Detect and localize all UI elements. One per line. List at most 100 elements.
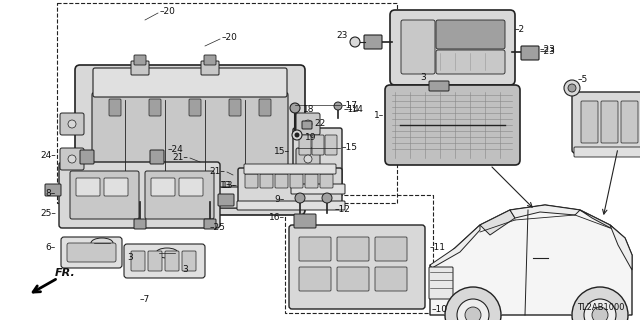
FancyBboxPatch shape xyxy=(259,99,271,116)
FancyBboxPatch shape xyxy=(299,135,311,155)
Text: 23: 23 xyxy=(337,30,348,39)
Text: –15: –15 xyxy=(342,143,358,153)
FancyBboxPatch shape xyxy=(436,20,505,49)
Polygon shape xyxy=(580,210,618,232)
FancyBboxPatch shape xyxy=(72,187,308,208)
Ellipse shape xyxy=(442,298,504,320)
Circle shape xyxy=(350,37,360,47)
Circle shape xyxy=(322,193,332,203)
Text: 25–: 25– xyxy=(40,209,56,218)
FancyBboxPatch shape xyxy=(302,121,312,129)
FancyBboxPatch shape xyxy=(574,147,640,157)
FancyBboxPatch shape xyxy=(364,35,382,49)
Circle shape xyxy=(457,299,489,320)
Text: FR.: FR. xyxy=(55,268,76,278)
Text: –12: –12 xyxy=(335,205,351,214)
FancyBboxPatch shape xyxy=(60,148,84,170)
FancyBboxPatch shape xyxy=(296,113,320,135)
FancyBboxPatch shape xyxy=(238,168,342,207)
Polygon shape xyxy=(430,205,632,315)
Text: 24–: 24– xyxy=(40,150,56,159)
FancyBboxPatch shape xyxy=(581,101,598,143)
Circle shape xyxy=(294,132,300,138)
FancyBboxPatch shape xyxy=(294,214,316,228)
Text: 3: 3 xyxy=(182,266,188,275)
FancyBboxPatch shape xyxy=(293,128,342,192)
Text: 15–: 15– xyxy=(274,148,290,156)
Circle shape xyxy=(564,80,580,96)
FancyBboxPatch shape xyxy=(621,101,638,143)
FancyBboxPatch shape xyxy=(337,267,369,291)
FancyBboxPatch shape xyxy=(429,81,449,91)
Text: 3: 3 xyxy=(127,252,133,261)
Text: 19: 19 xyxy=(305,133,317,142)
Text: –23: –23 xyxy=(540,47,556,57)
FancyBboxPatch shape xyxy=(45,184,61,196)
FancyBboxPatch shape xyxy=(145,171,214,219)
FancyBboxPatch shape xyxy=(601,101,618,143)
Circle shape xyxy=(334,102,342,110)
Ellipse shape xyxy=(156,248,178,258)
FancyBboxPatch shape xyxy=(80,150,94,164)
Circle shape xyxy=(584,299,616,320)
Circle shape xyxy=(568,84,576,92)
Text: –14: –14 xyxy=(344,106,360,115)
FancyBboxPatch shape xyxy=(61,237,122,268)
Text: 9–: 9– xyxy=(275,196,285,204)
FancyBboxPatch shape xyxy=(229,99,241,116)
Text: –10: –10 xyxy=(432,306,448,315)
FancyBboxPatch shape xyxy=(165,251,179,271)
FancyBboxPatch shape xyxy=(134,219,146,229)
FancyBboxPatch shape xyxy=(75,65,305,215)
Polygon shape xyxy=(510,205,580,218)
FancyBboxPatch shape xyxy=(237,201,345,210)
Circle shape xyxy=(292,130,302,140)
FancyBboxPatch shape xyxy=(124,244,205,278)
Text: TL2AB1000: TL2AB1000 xyxy=(577,303,625,312)
Text: –14: –14 xyxy=(348,106,364,115)
Text: 22: 22 xyxy=(314,119,325,129)
FancyBboxPatch shape xyxy=(521,46,539,60)
Text: 8–: 8– xyxy=(45,188,56,197)
Text: 13–: 13– xyxy=(220,180,236,189)
FancyBboxPatch shape xyxy=(150,150,164,164)
Text: –7: –7 xyxy=(140,295,150,305)
Text: –17: –17 xyxy=(342,100,358,109)
FancyBboxPatch shape xyxy=(401,20,435,74)
FancyBboxPatch shape xyxy=(60,113,84,135)
FancyBboxPatch shape xyxy=(201,61,219,75)
FancyBboxPatch shape xyxy=(204,219,216,229)
Text: 21–: 21– xyxy=(172,154,188,163)
Circle shape xyxy=(304,155,312,163)
Text: 13–: 13– xyxy=(222,180,238,189)
Text: –20: –20 xyxy=(160,7,176,17)
Circle shape xyxy=(304,120,312,128)
FancyBboxPatch shape xyxy=(275,174,288,188)
Text: –11: –11 xyxy=(430,244,446,252)
FancyBboxPatch shape xyxy=(390,10,515,85)
FancyBboxPatch shape xyxy=(149,99,161,116)
Circle shape xyxy=(572,287,628,320)
Text: –20: –20 xyxy=(222,34,238,43)
Polygon shape xyxy=(480,210,515,235)
FancyBboxPatch shape xyxy=(244,164,336,174)
Circle shape xyxy=(68,120,76,128)
Polygon shape xyxy=(430,225,480,268)
FancyBboxPatch shape xyxy=(134,55,146,65)
FancyBboxPatch shape xyxy=(109,99,121,116)
Text: –23: –23 xyxy=(540,45,556,54)
Text: 16–: 16– xyxy=(269,213,285,222)
FancyBboxPatch shape xyxy=(337,237,369,261)
FancyBboxPatch shape xyxy=(218,194,234,206)
Ellipse shape xyxy=(91,238,113,248)
FancyBboxPatch shape xyxy=(305,174,318,188)
FancyBboxPatch shape xyxy=(76,178,100,196)
Text: –24: –24 xyxy=(168,146,184,155)
FancyBboxPatch shape xyxy=(325,135,337,155)
Circle shape xyxy=(465,307,481,320)
Circle shape xyxy=(445,287,501,320)
FancyBboxPatch shape xyxy=(148,251,162,271)
FancyBboxPatch shape xyxy=(299,267,331,291)
FancyBboxPatch shape xyxy=(429,267,453,299)
FancyBboxPatch shape xyxy=(92,92,288,208)
